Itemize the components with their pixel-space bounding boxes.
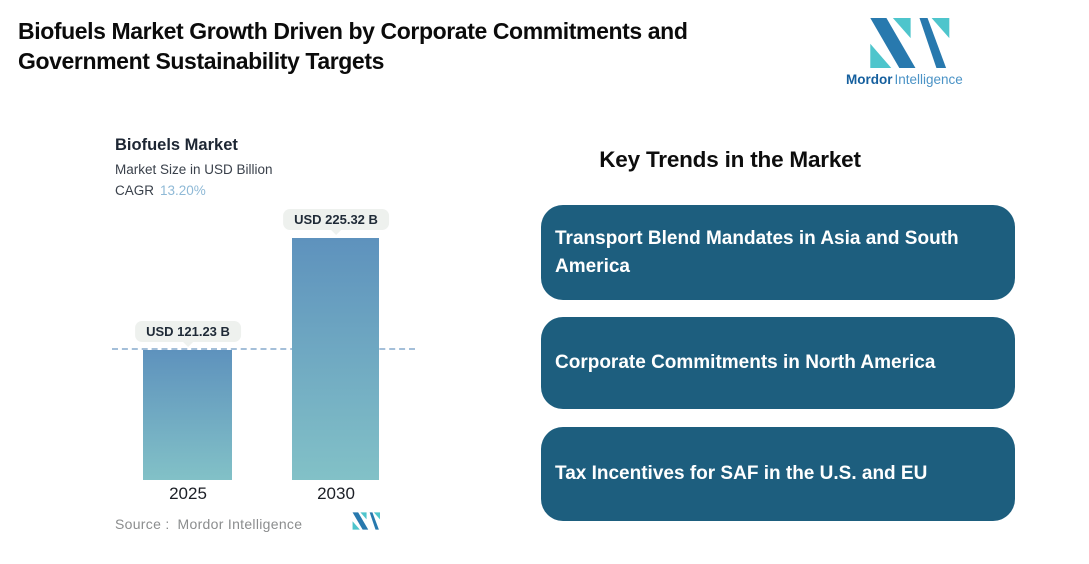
mordor-intelligence-logo-icon (870, 18, 950, 68)
brand-name-bold: Mordor (846, 72, 893, 87)
brand-name-light: Intelligence (894, 72, 963, 87)
reference-dashed-line (112, 348, 415, 350)
trend-card: Tax Incentives for SAF in the U.S. and E… (541, 427, 1015, 521)
trend-card: Transport Blend Mandates in Asia and Sou… (541, 205, 1015, 300)
brand-logo: Mordor Intelligence (846, 18, 976, 87)
value-label-2030: USD 225.32 B (283, 209, 389, 230)
x-axis-label-2025: 2025 (169, 484, 207, 503)
value-label-2025: USD 121.23 B (135, 321, 241, 342)
key-trends-heading: Key Trends in the Market (599, 147, 861, 172)
biofuels-bar-chart: Biofuels Market Market Size in USD Billi… (0, 0, 470, 564)
source-value: Mordor Intelligence (177, 516, 303, 532)
source-attribution: Source : Mordor Intelligence (115, 516, 302, 532)
page-title: Biofuels Market Growth Driven by Corpora… (18, 18, 688, 74)
brand-wordmark: Mordor Intelligence (846, 72, 976, 87)
chart-title: Biofuels Market (115, 136, 238, 154)
cagr-value: 13.20% (160, 183, 206, 198)
mordor-intelligence-mini-logo-icon (352, 512, 380, 530)
chart-subtitle: Market Size in USD Billion (115, 162, 273, 177)
trend-card: Corporate Commitments in North America (541, 317, 1015, 409)
x-axis-label-2030: 2030 (317, 484, 355, 503)
cagr-label: CAGR (115, 183, 155, 198)
trend-card-list: Transport Blend Mandates in Asia and Sou… (541, 205, 1015, 521)
source-label: Source : (115, 516, 170, 532)
bar-2030 (292, 238, 379, 480)
chart-cagr: CAGR 13.20% (115, 183, 206, 198)
bar-2025 (143, 350, 232, 480)
